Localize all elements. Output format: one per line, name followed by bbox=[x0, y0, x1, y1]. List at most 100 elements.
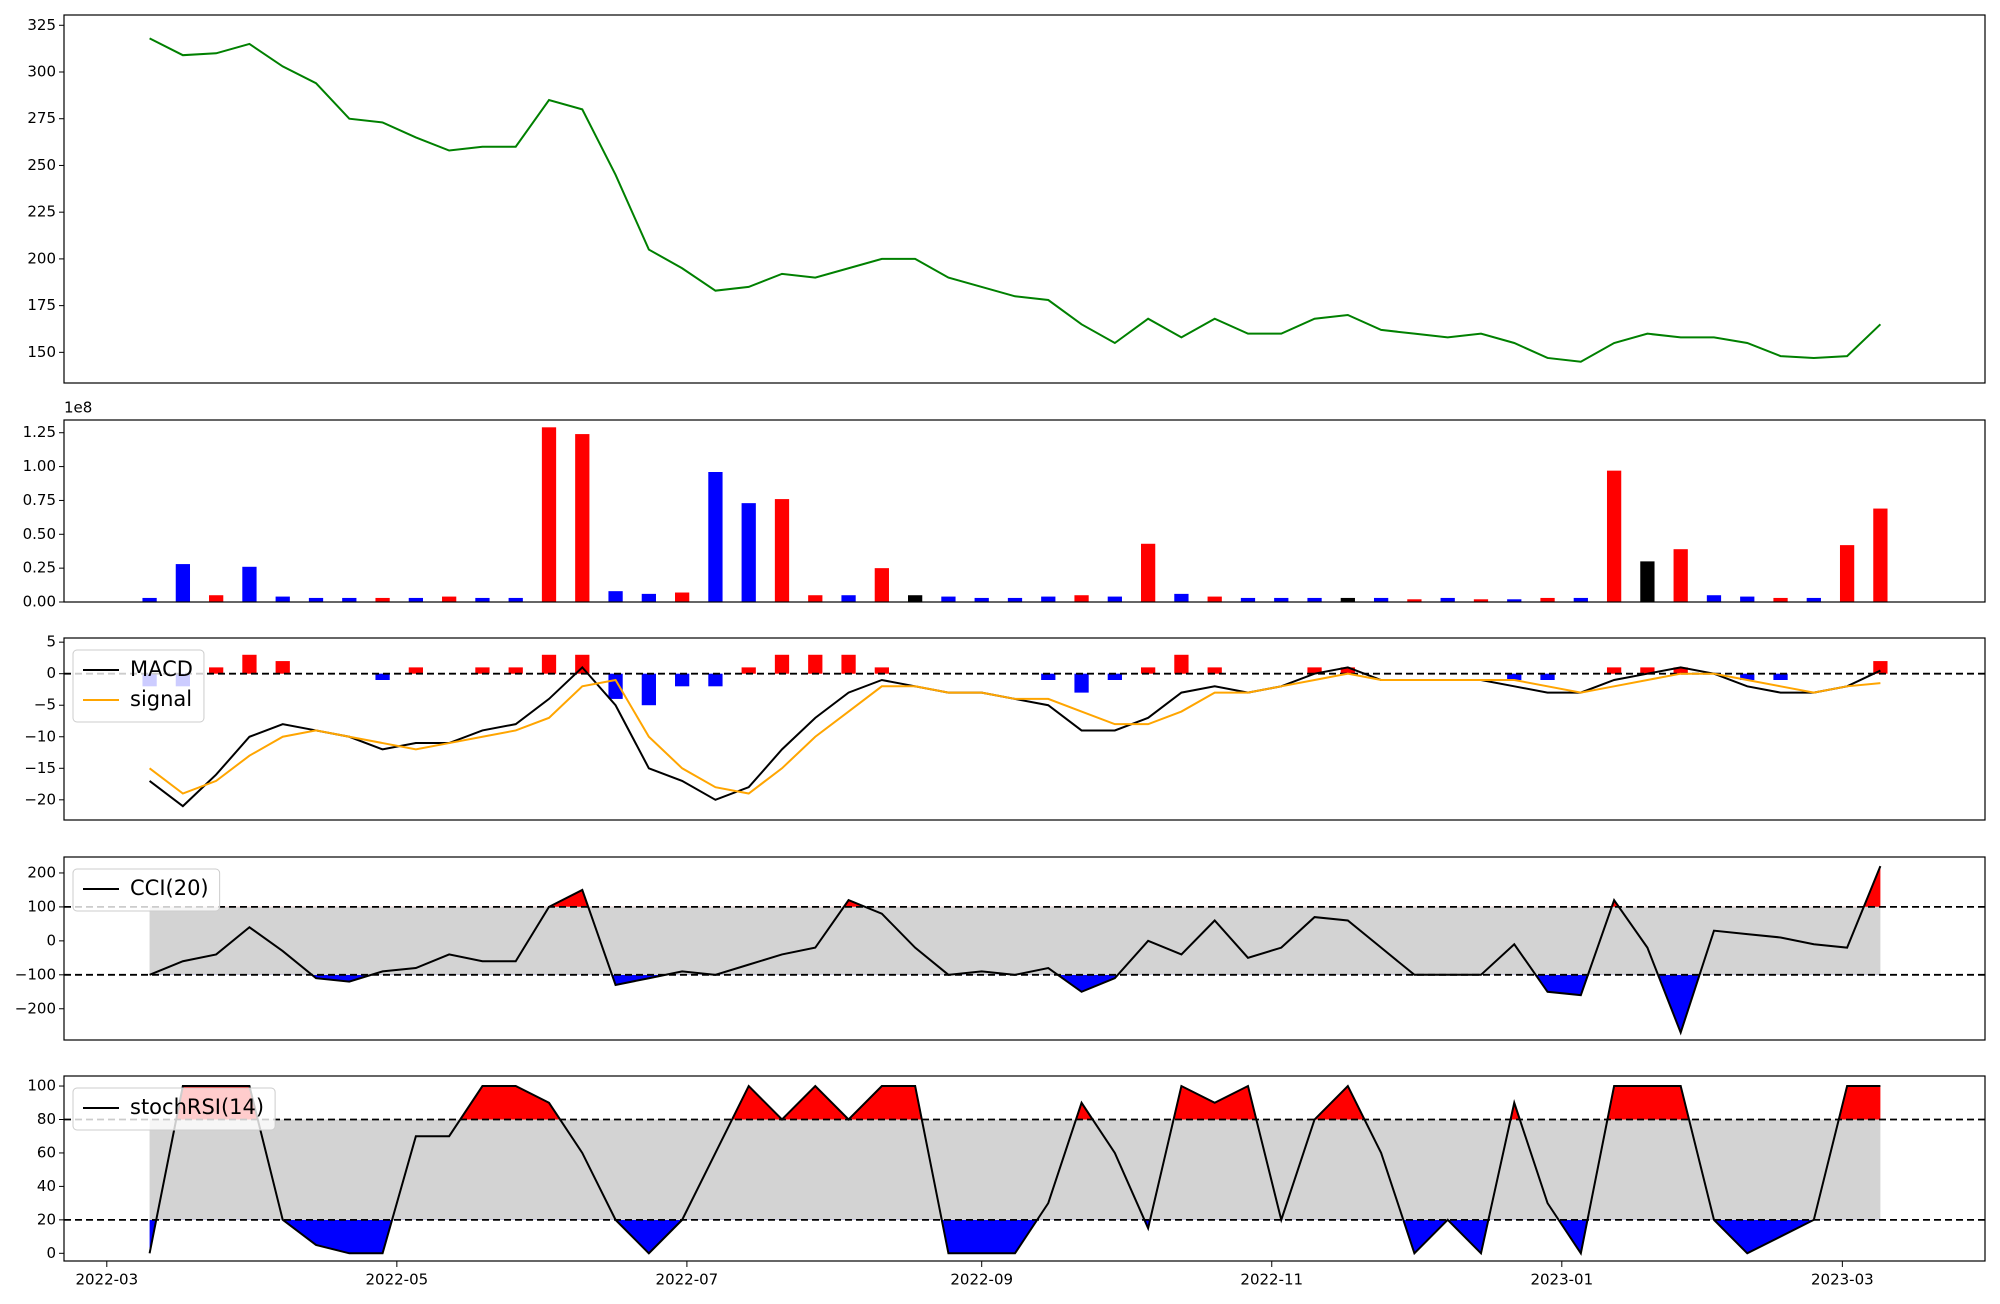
volume-bar bbox=[1640, 561, 1655, 602]
histogram-bar bbox=[475, 667, 490, 674]
y-tick-label: 40 bbox=[37, 1177, 56, 1195]
neutral-band bbox=[149, 1119, 1881, 1220]
indicator-line bbox=[149, 865, 1882, 1036]
volume-bar bbox=[841, 595, 856, 602]
volume-bar bbox=[1706, 595, 1722, 602]
histogram-bar bbox=[1307, 667, 1322, 674]
histogram-bar bbox=[275, 661, 290, 674]
panel: MACD signal −20 −15 −10 −5 0 5 bbox=[24, 633, 1986, 821]
y-tick-label: 0.50 bbox=[23, 525, 56, 543]
volume-bar bbox=[1340, 597, 1355, 602]
histogram-bar bbox=[209, 667, 224, 674]
legend-box bbox=[72, 649, 205, 723]
y-tick-label: 225 bbox=[27, 203, 56, 221]
volume-bar bbox=[1041, 596, 1056, 602]
y-tick-label: −100 bbox=[15, 965, 56, 983]
histogram-bar bbox=[1606, 667, 1622, 674]
y-tick-label: 250 bbox=[27, 156, 56, 174]
legend-box bbox=[72, 868, 221, 912]
volume-bar bbox=[774, 499, 790, 602]
volume-bar bbox=[608, 591, 623, 602]
volume-bar bbox=[808, 595, 823, 602]
volume-bar bbox=[1740, 596, 1755, 602]
volume-bar bbox=[308, 597, 324, 602]
volume-bar bbox=[1873, 508, 1888, 602]
volume-bar bbox=[1473, 599, 1489, 602]
neutral-band bbox=[149, 906, 1881, 975]
volume-bar bbox=[1107, 596, 1122, 602]
axes-frame bbox=[63, 419, 1986, 603]
legend-label: MACD bbox=[130, 657, 193, 681]
y-tick-label: −15 bbox=[24, 759, 56, 777]
volume-bar bbox=[1373, 597, 1389, 602]
y-tick-label: 275 bbox=[27, 109, 56, 127]
offset-text: 1e8 bbox=[64, 399, 92, 417]
panel: 1e8 0.00 0.25 0.50 0.75 1.00 1.25 bbox=[23, 399, 1986, 611]
x-tick-label: 2022-09 bbox=[950, 1271, 1013, 1289]
histogram-bar bbox=[1107, 673, 1122, 680]
price-line bbox=[149, 37, 1882, 363]
histogram-bar bbox=[1873, 661, 1888, 674]
axes-frame bbox=[63, 637, 1986, 821]
histogram-bar bbox=[1673, 667, 1688, 674]
y-tick-label: 5 bbox=[46, 633, 56, 651]
histogram-bar bbox=[1074, 673, 1089, 693]
legend-label: stochRSI(14) bbox=[130, 1095, 264, 1119]
x-tick-label: 2023-01 bbox=[1530, 1271, 1593, 1289]
volume-bar bbox=[375, 597, 390, 602]
x-tick-label: 2023-03 bbox=[1811, 1271, 1874, 1289]
histogram-bar bbox=[841, 654, 856, 674]
volume-bar bbox=[1274, 597, 1289, 602]
axes-frame bbox=[63, 14, 1986, 384]
y-tick-label: 0 bbox=[46, 931, 56, 949]
indicator-line bbox=[148, 1084, 1881, 1256]
histogram-bar bbox=[1340, 667, 1355, 674]
volume-bar bbox=[1440, 597, 1455, 602]
histogram-bar bbox=[608, 673, 623, 699]
histogram-bar bbox=[708, 673, 723, 687]
histogram-bar bbox=[575, 654, 590, 674]
legend: CCI(20) bbox=[72, 868, 221, 912]
legend-label: CCI(20) bbox=[130, 876, 209, 900]
volume-bar bbox=[1007, 597, 1023, 602]
overbought-fill bbox=[149, 1086, 1881, 1120]
volume-bar bbox=[1773, 597, 1788, 602]
y-tick-label: 325 bbox=[27, 16, 56, 34]
volume-bar bbox=[1140, 543, 1156, 602]
volume-bar bbox=[175, 564, 191, 602]
histogram-bar bbox=[1740, 673, 1755, 680]
volume-bar bbox=[974, 597, 989, 602]
y-tick-label: 60 bbox=[37, 1143, 56, 1161]
y-tick-label: 0 bbox=[46, 1244, 56, 1262]
volume-bar bbox=[1573, 597, 1588, 602]
y-tick-label: 175 bbox=[27, 296, 56, 314]
x-tick-label: 2022-05 bbox=[366, 1271, 429, 1289]
y-tick-label: 0.75 bbox=[23, 491, 56, 509]
indicator-line bbox=[148, 672, 1881, 795]
y-tick-label: 0.25 bbox=[23, 559, 56, 577]
y-tick-label: 300 bbox=[27, 63, 56, 81]
volume-bar bbox=[874, 568, 889, 602]
histogram-bar bbox=[874, 667, 889, 674]
volume-bar bbox=[675, 592, 690, 602]
y-tick-label: 150 bbox=[27, 343, 56, 361]
histogram-bar bbox=[675, 673, 690, 687]
panel: 150 175 200 225 250 275 300 325 bbox=[27, 14, 1986, 384]
legend-label: signal bbox=[130, 687, 192, 711]
volume-bar bbox=[941, 596, 956, 602]
volume-bar bbox=[1240, 597, 1256, 602]
histogram-bar bbox=[1174, 654, 1189, 674]
y-tick-label: 80 bbox=[37, 1110, 56, 1128]
volume-bar bbox=[575, 434, 590, 602]
histogram-bar bbox=[408, 667, 423, 674]
histogram-bar bbox=[1140, 667, 1156, 674]
histogram-bar bbox=[1041, 673, 1056, 680]
histogram-bar bbox=[774, 654, 790, 674]
y-tick-label: 0 bbox=[46, 664, 56, 682]
volume-bar bbox=[1407, 599, 1422, 602]
volume-bar bbox=[1307, 597, 1322, 602]
volume-bar bbox=[508, 597, 523, 602]
volume-bar bbox=[1673, 549, 1688, 602]
y-tick-label: 100 bbox=[27, 1077, 56, 1095]
